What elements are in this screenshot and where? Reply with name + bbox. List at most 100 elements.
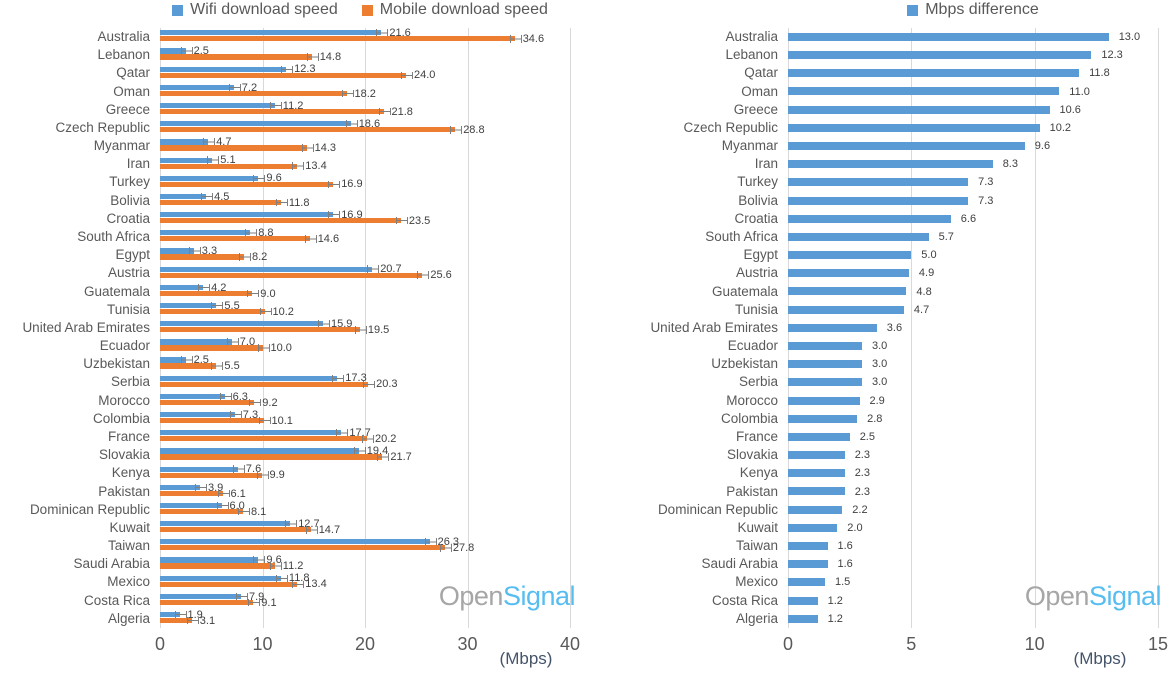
wifi-bar [160, 121, 351, 127]
diff-bar [788, 487, 845, 496]
value-label: 5.0 [921, 249, 937, 262]
error-bar [217, 489, 230, 498]
category-label: Ecuador [727, 338, 778, 354]
error-bar [257, 344, 270, 352]
value-label: 8.2 [252, 251, 268, 264]
mobile-bar [160, 454, 383, 460]
category-label: Slovakia [726, 447, 778, 463]
value-label: 18.2 [354, 87, 376, 100]
value-label: 8.1 [251, 505, 267, 518]
wifi-bar [160, 102, 275, 109]
category-label: Egypt [743, 247, 778, 263]
right-chart-x-axis: 0 5 10 15 [783, 634, 1168, 658]
value-label: 2.9 [869, 394, 885, 407]
category-label: Costa Rica [83, 592, 150, 608]
diff-legend-label: Mbps difference [925, 1, 1039, 18]
mobile-legend-item: Mobile download speed [361, 1, 548, 19]
value-label: 21.6 [389, 27, 411, 39]
value-label: 16.9 [341, 178, 363, 191]
wifi-bar [160, 412, 235, 418]
left-x-axis-unit-label: (Mbps) [499, 649, 553, 668]
error-bar [353, 447, 366, 455]
diff-bar [788, 541, 828, 550]
category-label: Bolivia [738, 192, 778, 208]
error-bar [401, 71, 413, 79]
value-label: 21.7 [390, 451, 412, 464]
wifi-bar [160, 339, 232, 345]
value-label: 6.1 [230, 487, 246, 500]
error-bar [239, 253, 251, 261]
value-label: 10.0 [270, 342, 292, 355]
category-label: Lebanon [725, 47, 778, 63]
category-label: Tunisia [734, 301, 778, 317]
diff-bar [788, 396, 860, 405]
value-label: 11.2 [282, 99, 304, 112]
category-label: Kuwait [109, 519, 150, 535]
value-label: 15.9 [331, 317, 353, 330]
value-label: 9.9 [269, 469, 285, 482]
wifi-legend-item: Wifi download speed [172, 1, 338, 19]
category-label: Bolivia [110, 192, 150, 208]
value-label: 9.6 [266, 172, 282, 185]
category-label: Algeria [107, 610, 150, 626]
category-label: Qatar [116, 65, 150, 81]
mbps-difference-chart: Mbps difference Australia Lebanon Qatar Oma… [585, 0, 1171, 676]
mobile-bar [160, 308, 265, 315]
wifi-bar [160, 139, 209, 145]
diff-bar [788, 432, 850, 441]
mobile-bar [160, 490, 223, 496]
diff-legend-swatch [907, 4, 919, 16]
category-label: Croatia [734, 210, 778, 226]
value-label: 2.5 [859, 431, 875, 443]
error-bar [378, 107, 391, 116]
category-label: Myanmar [721, 138, 778, 154]
category-label: Mexico [735, 574, 778, 590]
category-label: South Africa [77, 229, 150, 244]
gridline [1034, 28, 1036, 628]
value-label: 11.8 [288, 196, 310, 209]
diff-bar [788, 414, 858, 423]
value-label: 9.2 [262, 396, 278, 409]
value-label: 3.6 [886, 321, 903, 334]
mobile-bar [160, 381, 369, 387]
mobile-bar [160, 181, 334, 187]
diff-bar [788, 232, 929, 241]
error-bar [180, 47, 193, 55]
category-label: Australia [725, 29, 778, 44]
diff-bar [788, 69, 1080, 78]
value-label: 18.6 [358, 117, 381, 130]
value-label: 9.0 [260, 287, 276, 300]
x-tick: 10 [252, 634, 273, 654]
value-label: 6.6 [960, 212, 977, 225]
wifi-legend-swatch [172, 4, 184, 16]
mobile-bar [160, 254, 244, 260]
wifi-bar [160, 430, 342, 436]
category-label: Austria [735, 265, 778, 281]
value-label: 2.0 [847, 521, 863, 534]
diff-bar [788, 360, 862, 369]
value-label: 7.3 [978, 194, 994, 207]
value-label: 17.3 [345, 372, 367, 385]
value-label: 6.3 [232, 390, 248, 403]
x-tick: 15 [1147, 634, 1169, 654]
mobile-bar [160, 290, 253, 296]
value-label: 23.5 [408, 214, 431, 227]
error-bar [228, 83, 241, 92]
error-bar [363, 380, 376, 388]
value-label: 4.7 [913, 303, 930, 316]
watermark-signal-text: Signal [1088, 581, 1162, 611]
wifi-vs-mobile-chart: Wifi download speed Mobile download spee… [0, 0, 585, 676]
gridline [570, 28, 571, 628]
error-bar [186, 616, 199, 625]
value-label: 2.2 [852, 503, 868, 516]
value-label: 13.4 [305, 160, 327, 173]
diff-bar [788, 451, 845, 459]
x-tick: 0 [782, 634, 794, 654]
wifi-bar [160, 612, 180, 618]
category-label: Greece [105, 101, 150, 117]
error-bar [238, 507, 250, 516]
category-label: Greece [733, 101, 778, 117]
category-label: Czech Republic [55, 119, 150, 135]
error-bar [328, 180, 341, 188]
error-bar [226, 338, 239, 346]
